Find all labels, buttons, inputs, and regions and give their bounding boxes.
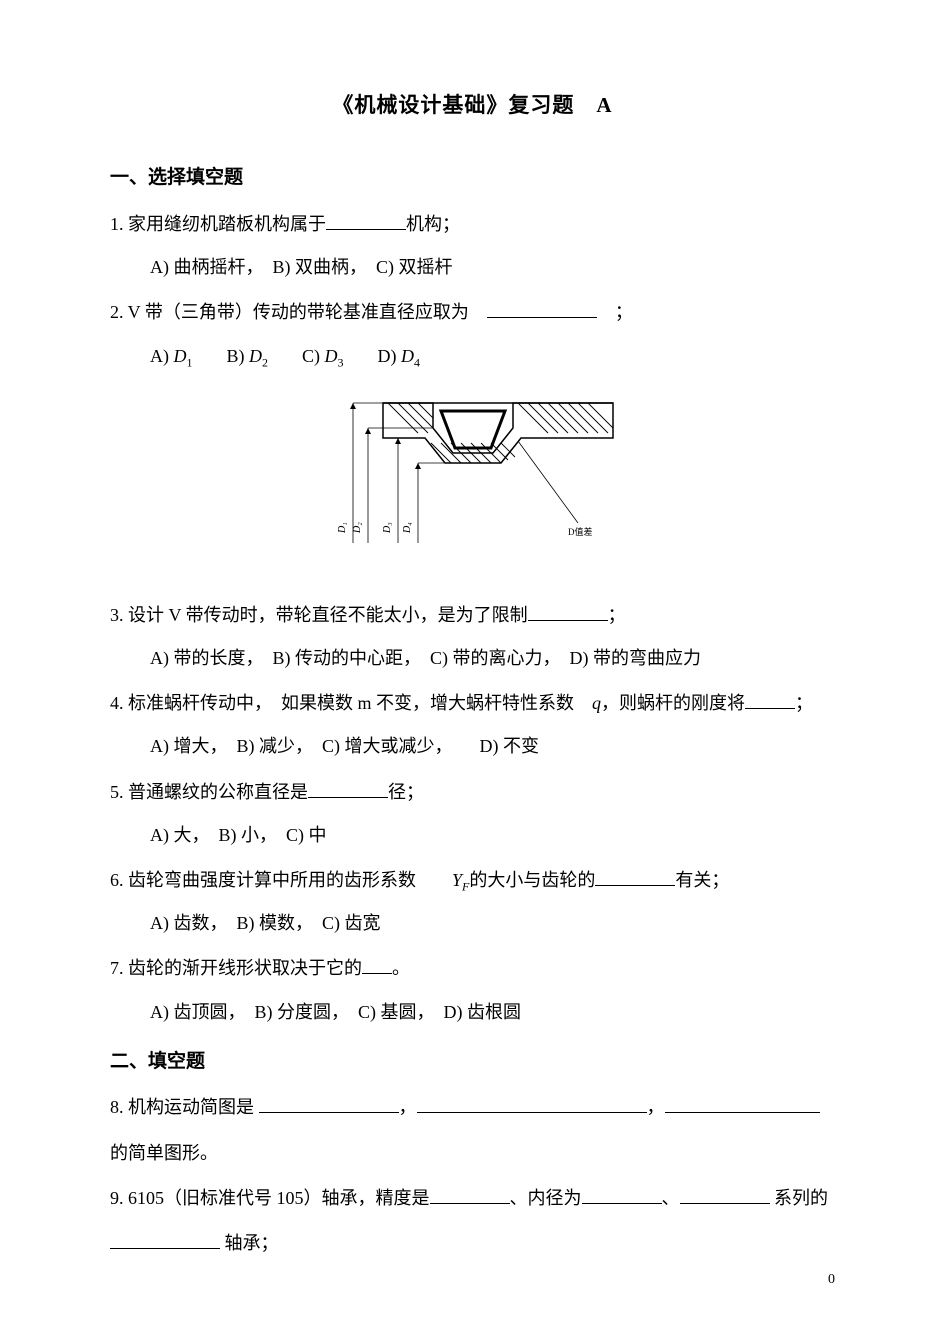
blank — [308, 780, 388, 798]
q6-options: A) 齿数， B) 模数， C) 齿宽 — [110, 902, 835, 945]
q1-options: A) 曲柄摇杆， B) 双曲柄， C) 双摇杆 — [110, 246, 835, 289]
q9-text-a: 9. 6105（旧标准代号 105）轴承，精度是 — [110, 1188, 430, 1208]
d-symbol: D — [325, 346, 338, 366]
blank — [745, 691, 795, 709]
question-6: 6. 齿轮弯曲强度计算中所用的齿形系数 YF的大小与齿轮的有关； — [110, 859, 835, 902]
blank — [362, 956, 392, 974]
q5-text-b: 径； — [388, 782, 424, 802]
q7-options: A) 齿顶圆， B) 分度圆， C) 基圆， D) 齿根圆 — [110, 991, 835, 1034]
blank — [259, 1095, 399, 1113]
question-4: 4. 标准蜗杆传动中， 如果模数 m 不变，增大蜗杆特性系数 q，则蜗杆的刚度将… — [110, 682, 835, 725]
d-symbol: D — [401, 346, 414, 366]
q9-line2: 轴承； — [110, 1222, 835, 1265]
question-1: 1. 家用缝纫机踏板机构属于 机构； — [110, 203, 835, 246]
comma: ， — [399, 1097, 417, 1117]
q2-text-b: ； — [615, 302, 633, 322]
q4-text-a: 4. 标准蜗杆传动中， 如果模数 m 不变，增大蜗杆特性系数 — [110, 693, 574, 713]
section-1-heading: 一、选择填空题 — [110, 155, 835, 201]
q2-opt-a: A) — [150, 346, 169, 366]
q5-text-a: 5. 普通螺纹的公称直径是 — [110, 782, 308, 802]
svg-text:D值差: D值差 — [568, 526, 593, 537]
q6-text-c: 有关； — [675, 870, 729, 890]
q1-text-a: 1. 家用缝纫机踏板机构属于 — [110, 214, 326, 234]
q9-text-b: 、内径为 — [510, 1188, 582, 1208]
question-2: 2. V 带（三角带）传动的带轮基准直径应取为 ； — [110, 291, 835, 334]
blank — [417, 1095, 647, 1113]
q-symbol: q — [592, 693, 601, 713]
section-2-heading: 二、填空题 — [110, 1039, 835, 1085]
q4-options: A) 增大， B) 减少， C) 增大或减少， D) 不变 — [110, 725, 835, 768]
blank — [582, 1186, 662, 1204]
q1-text-b: 机构； — [406, 214, 460, 234]
q2-opt-d: D) — [378, 346, 397, 366]
blank — [110, 1231, 220, 1249]
d-symbol: D — [174, 346, 187, 366]
sub-1: 1 — [187, 355, 193, 369]
blank — [487, 300, 597, 318]
q2-opt-c: C) — [302, 346, 320, 366]
q4-text-b: ，则蜗杆的刚度将 — [601, 693, 745, 713]
sub-4: 4 — [414, 355, 420, 369]
question-9: 9. 6105（旧标准代号 105）轴承，精度是 、内径为 、 系列的 — [110, 1177, 835, 1220]
d-symbol: D — [249, 346, 262, 366]
sub-3: 3 — [338, 355, 344, 369]
question-7: 7. 齿轮的渐开线形状取决于它的 。 — [110, 947, 835, 990]
comma: ， — [647, 1097, 665, 1117]
sub-2: 2 — [262, 355, 268, 369]
q2-options: A) D1 B) D2 C) D3 D) D4 — [110, 335, 835, 378]
q2-opt-b: B) — [227, 346, 245, 366]
q9-text-d: 系列的 — [770, 1188, 829, 1208]
svg-text:D₃: D₃ — [382, 522, 393, 534]
svg-text:D₂: D₂ — [352, 522, 363, 534]
q3-options: A) 带的长度， B) 传动的中心距， C) 带的离心力， D) 带的弯曲应力 — [110, 637, 835, 680]
q9-text-e: 轴承； — [220, 1233, 279, 1253]
q3-text-a: 3. 设计 V 带传动时，带轮直径不能太小，是为了限制 — [110, 605, 528, 625]
svg-text:D₁: D₁ — [337, 522, 348, 534]
q7-text-b: 。 — [392, 958, 410, 978]
q8-line2: 的简单图形。 — [110, 1132, 835, 1175]
blank — [680, 1186, 770, 1204]
question-8: 8. 机构运动简图是 ， ， — [110, 1086, 835, 1129]
blank — [528, 603, 608, 621]
q3-text-b: ； — [608, 605, 626, 625]
question-5: 5. 普通螺纹的公称直径是 径； — [110, 771, 835, 814]
q8-text-a: 8. 机构运动简图是 — [110, 1097, 254, 1117]
q5-options: A) 大， B) 小， C) 中 — [110, 814, 835, 857]
q7-text-a: 7. 齿轮的渐开线形状取决于它的 — [110, 958, 362, 978]
svg-text:D₄: D₄ — [402, 522, 413, 534]
blank — [430, 1186, 510, 1204]
page-number: 0 — [828, 1263, 835, 1297]
blank — [595, 868, 675, 886]
question-3: 3. 设计 V 带传动时，带轮直径不能太小，是为了限制 ； — [110, 594, 835, 637]
q6-text-a: 6. 齿轮弯曲强度计算中所用的齿形系数 — [110, 870, 416, 890]
q8-text-b: 的简单图形。 — [110, 1143, 218, 1163]
q9-text-c: 、 — [662, 1188, 680, 1208]
yf-symbol: Y — [452, 870, 462, 890]
vbelt-diagram: D₁ D₂ D₃ D₄ D值差 — [110, 393, 835, 569]
blank — [326, 212, 406, 230]
q4-text-c: ； — [795, 693, 813, 713]
q6-text-b: 的大小与齿轮的 — [469, 870, 595, 890]
blank — [665, 1095, 820, 1113]
page-title: 《机械设计基础》复习题 A — [110, 80, 835, 130]
q2-text-a: 2. V 带（三角带）传动的带轮基准直径应取为 — [110, 302, 469, 322]
